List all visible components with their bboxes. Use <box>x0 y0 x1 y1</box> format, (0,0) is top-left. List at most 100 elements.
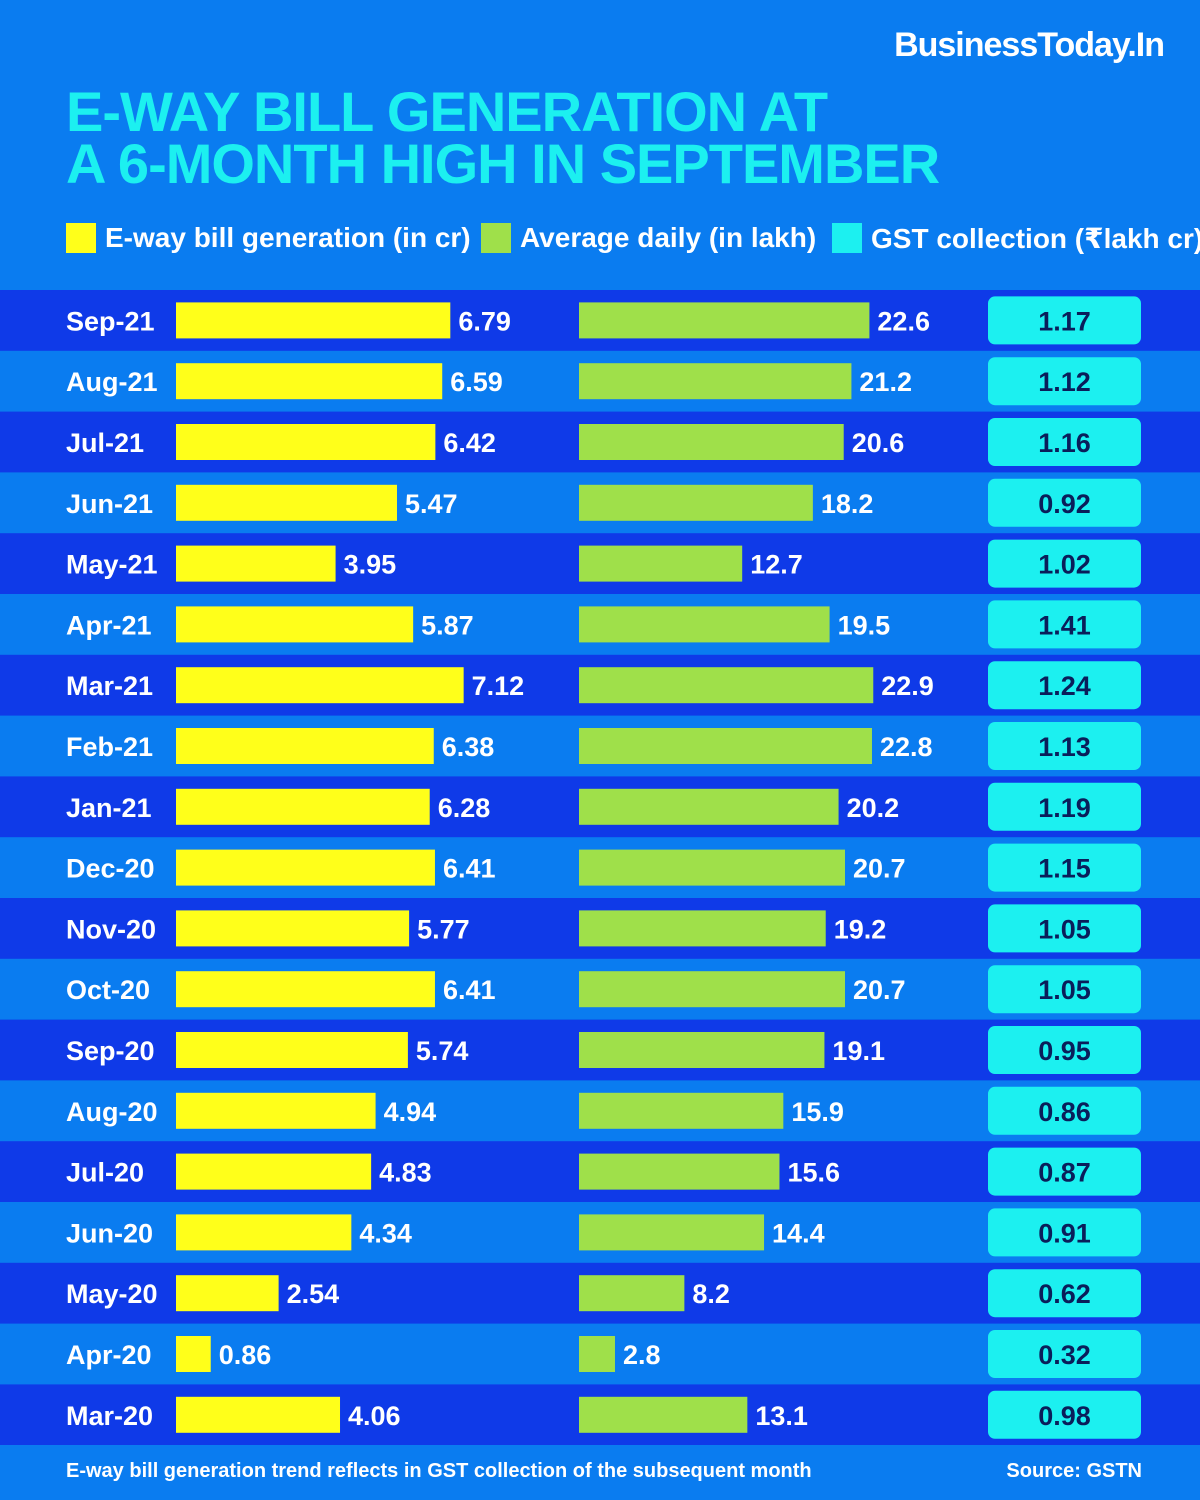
eway-value-label: 2.54 <box>287 1279 340 1309</box>
daily-value-label: 22.9 <box>881 671 934 701</box>
gst-value-label: 1.41 <box>1038 610 1091 640</box>
gst-box <box>988 965 1141 1014</box>
gst-box <box>988 539 1141 588</box>
daily-bar <box>579 363 852 400</box>
eway-value-label: 7.12 <box>472 671 525 701</box>
eway-value-label: 6.38 <box>442 732 495 762</box>
daily-value-label: 15.9 <box>791 1097 844 1127</box>
daily-value-label: 21.2 <box>859 367 912 397</box>
eway-bar <box>176 1153 372 1190</box>
brand-logo: BusinessToday.In <box>894 26 1165 64</box>
legend-swatch-gst <box>832 223 862 253</box>
daily-bar <box>579 788 839 825</box>
gst-box <box>988 1390 1141 1439</box>
gst-value-label: 1.16 <box>1038 428 1091 458</box>
category-label: Jun-21 <box>66 489 153 519</box>
gst-box <box>988 296 1141 345</box>
footer-note: E-way bill generation trend reflects in … <box>66 1460 812 1482</box>
eway-value-label: 6.59 <box>450 367 503 397</box>
eway-bar <box>176 363 443 400</box>
eway-bar <box>176 667 464 704</box>
legend-label-eway: E-way bill generation (in cr) <box>105 222 471 253</box>
legend-item-daily: Average daily (in lakh) <box>481 218 816 258</box>
daily-bar <box>579 667 874 704</box>
category-label: Sep-20 <box>66 1036 155 1066</box>
category-label: Mar-20 <box>66 1401 153 1431</box>
gst-value-label: 0.92 <box>1038 489 1091 519</box>
gst-value-label: 0.98 <box>1038 1401 1091 1431</box>
eway-value-label: 5.47 <box>405 489 458 519</box>
gst-box <box>988 1208 1141 1257</box>
gst-value-label: 1.02 <box>1038 550 1091 580</box>
gst-value-label: 0.32 <box>1038 1340 1091 1370</box>
eway-value-label: 3.95 <box>344 550 397 580</box>
gst-box <box>988 661 1141 710</box>
category-label: Jan-21 <box>66 793 152 823</box>
eway-value-label: 4.34 <box>359 1218 412 1248</box>
eway-value-label: 6.41 <box>443 854 496 884</box>
eway-bar <box>176 302 451 339</box>
gst-box <box>988 722 1141 770</box>
daily-value-label: 19.1 <box>832 1036 885 1066</box>
daily-bar <box>579 910 826 947</box>
gst-value-label: 1.12 <box>1038 367 1091 397</box>
legend-label-gst: GST collection (₹lakh cr) <box>871 222 1200 254</box>
legend-item-eway: E-way bill generation (in cr) <box>66 218 471 258</box>
daily-value-label: 8.2 <box>692 1279 730 1309</box>
category-label: Mar-21 <box>66 671 153 701</box>
category-label: May-21 <box>66 550 158 580</box>
category-label: Dec-20 <box>66 854 155 884</box>
daily-bar <box>579 302 870 339</box>
category-label: Jun-20 <box>66 1218 153 1248</box>
eway-value-label: 6.79 <box>458 306 511 336</box>
chart-title-line-2: A 6-MONTH HIGH IN SEPTEMBER <box>66 132 940 195</box>
eway-bar <box>176 424 436 460</box>
eway-value-label: 0.86 <box>219 1340 272 1370</box>
category-label: Nov-20 <box>66 914 156 944</box>
eway-bar <box>176 728 434 764</box>
daily-value-label: 15.6 <box>787 1158 840 1188</box>
eway-bar <box>176 1396 341 1433</box>
daily-value-label: 12.7 <box>750 550 803 580</box>
daily-value-label: 20.7 <box>853 975 906 1005</box>
daily-bar <box>579 1153 780 1190</box>
category-label: Jul-20 <box>66 1158 144 1188</box>
legend-item-gst: GST collection (₹lakh cr) <box>832 218 1200 258</box>
eway-value-label: 6.41 <box>443 975 496 1005</box>
gst-value-label: 0.86 <box>1038 1097 1091 1127</box>
category-label: Sep-21 <box>66 306 155 336</box>
eway-bar <box>176 971 435 1008</box>
category-label: Aug-20 <box>66 1097 158 1127</box>
category-label: Apr-20 <box>66 1340 152 1370</box>
gst-box <box>988 600 1141 649</box>
eway-bar <box>176 1092 376 1129</box>
daily-bar <box>579 849 845 886</box>
eway-value-label: 4.06 <box>348 1401 401 1431</box>
eway-bar <box>176 1336 211 1372</box>
gst-box <box>988 1330 1141 1378</box>
legend-swatch-daily <box>481 223 511 253</box>
legend: E-way bill generation (in cr) Average da… <box>66 218 1200 258</box>
daily-bar <box>579 1214 765 1251</box>
daily-bar <box>579 1275 685 1312</box>
gst-box <box>988 1026 1141 1074</box>
gst-value-label: 1.05 <box>1038 914 1091 944</box>
daily-bar <box>579 728 872 764</box>
daily-value-label: 20.7 <box>853 854 906 884</box>
category-label: Oct-20 <box>66 975 150 1005</box>
gst-value-label: 1.15 <box>1038 854 1091 884</box>
category-label: Feb-21 <box>66 732 153 762</box>
gst-box <box>988 478 1141 527</box>
gst-value-label: 0.62 <box>1038 1279 1091 1309</box>
category-label: Jul-21 <box>66 428 144 458</box>
eway-bar <box>176 545 336 582</box>
eway-bar <box>176 606 414 643</box>
eway-bar <box>176 910 410 947</box>
footer-source: Source: GSTN <box>1006 1460 1142 1482</box>
eway-bar <box>176 1032 408 1068</box>
gst-box <box>988 1086 1141 1135</box>
daily-value-label: 22.8 <box>880 732 933 762</box>
eway-bar <box>176 484 397 521</box>
daily-bar <box>579 1396 748 1433</box>
daily-value-label: 18.2 <box>821 489 874 519</box>
